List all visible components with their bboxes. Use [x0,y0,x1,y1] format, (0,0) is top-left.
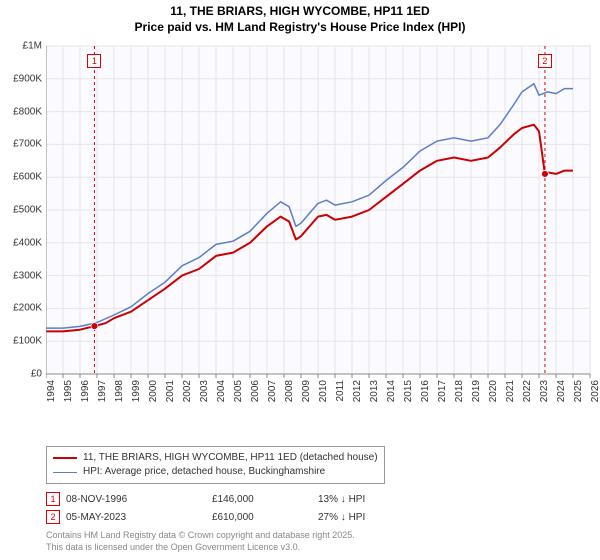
x-tick-label: 2015 [403,380,414,420]
x-tick-label: 2013 [369,380,380,420]
y-tick-label: £500K [2,205,42,216]
x-tick-label: 1999 [131,380,142,420]
chart-title: 11, THE BRIARS, HIGH WYCOMBE, HP11 1ED P… [0,0,600,35]
x-tick-label: 2014 [386,380,397,420]
y-tick-label: £400K [2,237,42,248]
x-tick-label: 1996 [80,380,91,420]
x-tick-label: 1994 [46,380,57,420]
title-line1: 11, THE BRIARS, HIGH WYCOMBE, HP11 1ED [0,4,600,20]
x-tick-label: 2006 [250,380,261,420]
sale-diff: 13% ↓ HPI [318,494,438,505]
chart-container: 11, THE BRIARS, HIGH WYCOMBE, HP11 1ED P… [0,0,600,560]
x-tick-label: 2002 [182,380,193,420]
sale-marker-1: 1 [87,54,101,68]
sale-row-2: 2 05-MAY-2023 £610,000 27% ↓ HPI [46,510,591,524]
x-tick-label: 1995 [63,380,74,420]
legend-item-hpi: HPI: Average price, detached house, Buck… [53,465,378,479]
sale-row-marker: 1 [46,492,60,506]
x-tick-label: 2018 [454,380,465,420]
legend-label: HPI: Average price, detached house, Buck… [83,465,325,479]
x-tick-label: 2009 [301,380,312,420]
x-tick-label: 2012 [352,380,363,420]
attribution-line2: This data is licensed under the Open Gov… [46,542,591,554]
y-tick-label: £900K [2,73,42,84]
y-tick-label: £200K [2,303,42,314]
x-tick-label: 2008 [284,380,295,420]
attribution: Contains HM Land Registry data © Crown c… [46,530,591,553]
sale-rows: 1 08-NOV-1996 £146,000 13% ↓ HPI 2 05-MAY-202… [46,492,591,524]
x-tick-label: 2016 [420,380,431,420]
legend-item-price_paid: 11, THE BRIARS, HIGH WYCOMBE, HP11 1ED (… [53,451,378,465]
x-tick-label: 2007 [267,380,278,420]
plot-svg [46,44,592,404]
legend-area: 11, THE BRIARS, HIGH WYCOMBE, HP11 1ED (… [46,446,591,553]
sale-marker-2: 2 [538,54,552,68]
sale-diff: 27% ↓ HPI [318,512,438,523]
sale-price: £610,000 [212,512,312,523]
y-tick-label: £600K [2,172,42,183]
x-tick-label: 2024 [556,380,567,420]
legend-box: 11, THE BRIARS, HIGH WYCOMBE, HP11 1ED (… [46,446,385,484]
title-line2: Price paid vs. HM Land Registry's House … [0,20,600,36]
x-tick-label: 2004 [216,380,227,420]
sale-row-marker: 2 [46,510,60,524]
y-tick-label: £800K [2,106,42,117]
x-tick-label: 2000 [148,380,159,420]
x-tick-label: 2025 [573,380,584,420]
x-tick-label: 2010 [318,380,329,420]
y-tick-label: £300K [2,270,42,281]
y-tick-label: £1M [2,41,42,52]
x-tick-label: 2001 [165,380,176,420]
y-tick-label: £100K [2,336,42,347]
legend-label: 11, THE BRIARS, HIGH WYCOMBE, HP11 1ED (… [83,451,378,465]
legend-swatch [53,457,77,459]
x-tick-label: 2019 [471,380,482,420]
y-tick-label: £700K [2,139,42,150]
sale-date: 08-NOV-1996 [66,494,206,505]
x-tick-label: 1997 [97,380,108,420]
x-tick-label: 2020 [488,380,499,420]
sale-row-1: 1 08-NOV-1996 £146,000 13% ↓ HPI [46,492,591,506]
sale-date: 05-MAY-2023 [66,512,206,523]
x-tick-label: 2003 [199,380,210,420]
x-tick-label: 2011 [335,380,346,420]
x-tick-label: 2017 [437,380,448,420]
x-tick-label: 2021 [505,380,516,420]
attribution-line1: Contains HM Land Registry data © Crown c… [46,530,591,542]
x-tick-label: 2026 [590,380,600,420]
sale-price: £146,000 [212,494,312,505]
legend-swatch [53,472,77,473]
x-tick-label: 2022 [522,380,533,420]
x-tick-label: 2023 [539,380,550,420]
x-tick-label: 2005 [233,380,244,420]
y-tick-label: £0 [2,369,42,380]
x-tick-label: 1998 [114,380,125,420]
chart-area: £0£100K£200K£300K£400K£500K£600K£700K£80… [46,44,592,404]
